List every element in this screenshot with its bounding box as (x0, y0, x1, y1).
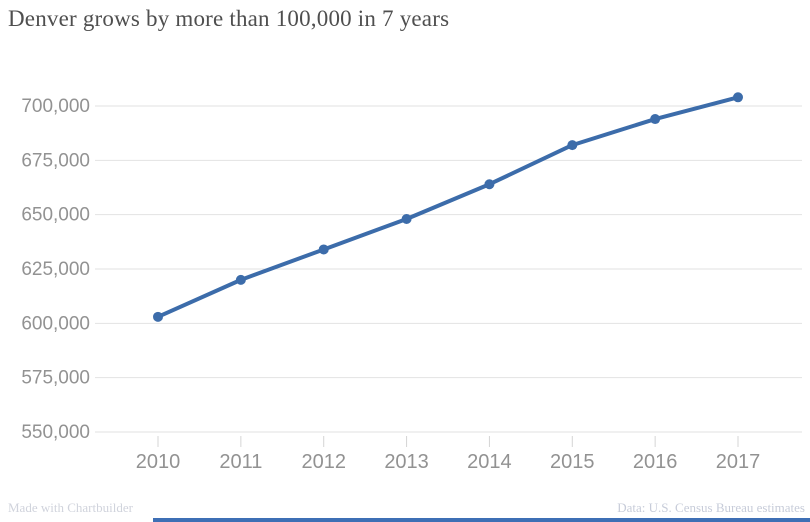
data-point (650, 114, 661, 125)
x-axis-label: 2017 (716, 451, 761, 473)
y-axis-label: 625,000 (21, 259, 90, 280)
x-axis-label: 2014 (467, 451, 512, 473)
data-point (235, 274, 246, 285)
line-chart: 550,000 575,000 600,000 625,000 650,000 675,0… (21, 92, 802, 473)
y-axis-label: 550,000 (21, 422, 90, 443)
y-axis-label: 700,000 (21, 96, 90, 117)
y-axis-label: 650,000 (21, 205, 90, 226)
trend-line (156, 95, 740, 319)
x-axis-label: 2010 (136, 451, 181, 473)
data-point (733, 92, 743, 103)
x-axis-label: 2012 (301, 451, 346, 473)
chart-title: Denver grows by more than 100,000 in 7 y… (8, 6, 450, 31)
y-axis-label: 575,000 (21, 368, 90, 389)
data-point (567, 140, 578, 151)
credit-text: Made with Chartbuilder (8, 500, 133, 515)
y-axis-label: 675,000 (21, 150, 90, 171)
x-axis-label: 2016 (633, 451, 678, 473)
data-point (318, 244, 329, 255)
y-axis-label: 600,000 (21, 313, 90, 334)
bottom-bar (153, 518, 810, 522)
x-axis-label: 2011 (219, 451, 262, 473)
x-axis-label: 2013 (384, 451, 429, 473)
data-point (153, 311, 163, 322)
data-point (484, 179, 495, 190)
x-axis-label: 2015 (550, 451, 595, 473)
data-point (401, 214, 412, 225)
source-text: Data: U.S. Census Bureau estimates (617, 500, 805, 515)
